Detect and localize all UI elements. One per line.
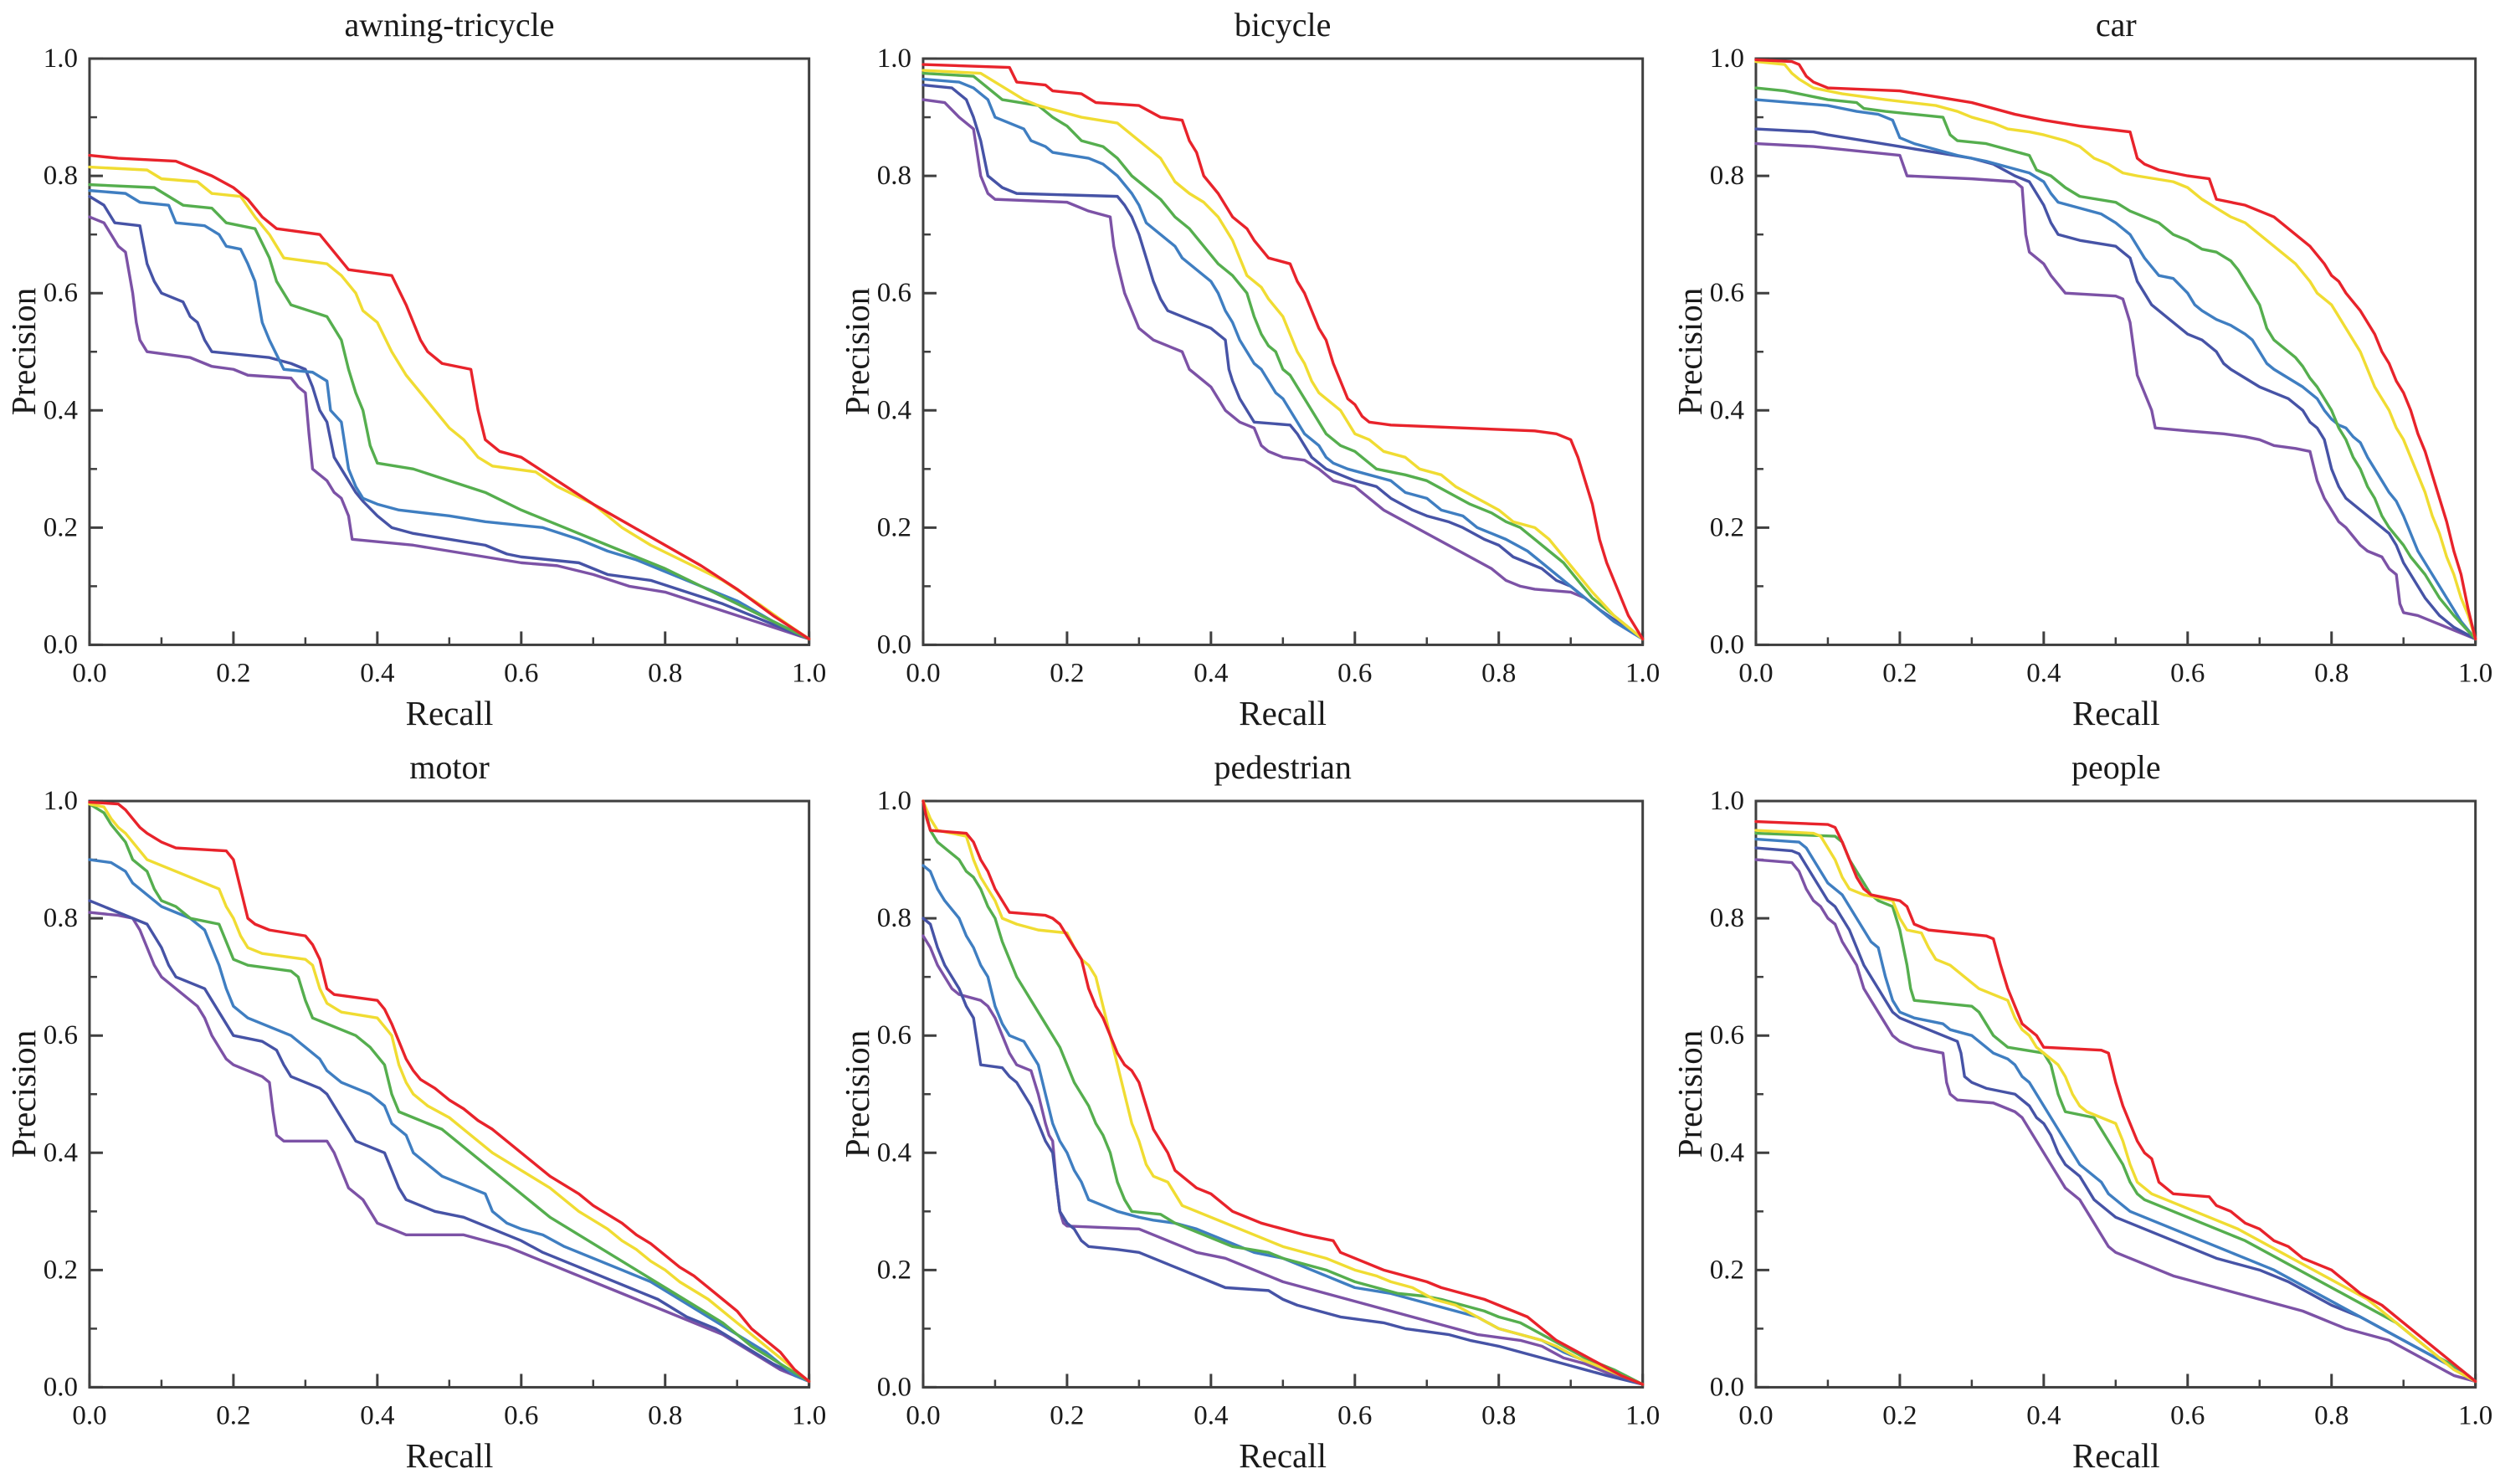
subplot-car: car Precision 0.0 0.2 0.4 0.6 0.8 1.0 0.0 0.2 0.… xyxy=(1666,0,2500,742)
pr-plot: 0.0 0.2 0.4 0.6 0.8 1.0 0.0 0.2 0.4 0.6 0.8 1.0 xyxy=(1710,44,2493,688)
svg-text:0.2: 0.2 xyxy=(876,512,911,542)
svg-text:0.2: 0.2 xyxy=(1050,1400,1084,1430)
svg-text:0.8: 0.8 xyxy=(876,903,911,933)
svg-text:0.4: 0.4 xyxy=(360,1400,394,1430)
svg-text:0.2: 0.2 xyxy=(44,1255,78,1285)
pr-plot: 0.0 0.2 0.4 0.6 0.8 1.0 0.0 0.2 0.4 0.6 0.8 1.0 xyxy=(876,44,1660,688)
svg-text:0.2: 0.2 xyxy=(1710,1255,1744,1285)
svg-text:0.4: 0.4 xyxy=(44,395,78,425)
svg-text:0.2: 0.2 xyxy=(216,658,250,688)
x-axis-label: Recall xyxy=(1239,1435,1327,1475)
svg-text:1.0: 1.0 xyxy=(792,1400,826,1430)
svg-text:0.2: 0.2 xyxy=(1883,1400,1917,1430)
svg-text:1.0: 1.0 xyxy=(1625,1400,1660,1430)
chart-title: awning-tricycle xyxy=(344,6,555,44)
svg-text:0.0: 0.0 xyxy=(72,1400,106,1430)
chart-title: bicycle xyxy=(1234,6,1332,44)
svg-text:0.0: 0.0 xyxy=(1739,1400,1774,1430)
pr-plot: 0.0 0.2 0.4 0.6 0.8 1.0 0.0 0.2 0.4 0.6 0.8 1.0 xyxy=(44,786,827,1430)
svg-text:0.4: 0.4 xyxy=(1710,1137,1744,1168)
svg-text:1.0: 1.0 xyxy=(1710,786,1744,816)
x-axis-label: Recall xyxy=(2071,694,2160,732)
svg-text:0.2: 0.2 xyxy=(1050,658,1084,688)
svg-text:1.0: 1.0 xyxy=(2458,658,2492,688)
svg-text:0.4: 0.4 xyxy=(1194,658,1228,688)
subplot-people: people Precision 0.0 0.2 0.4 0.6 0.8 1.0 0.0 0.… xyxy=(1666,742,2500,1484)
chart-title: people xyxy=(2071,747,2161,786)
x-axis-label: Recall xyxy=(2071,1435,2160,1475)
svg-text:0.8: 0.8 xyxy=(1481,658,1516,688)
svg-text:0.0: 0.0 xyxy=(906,1400,940,1430)
svg-text:0.6: 0.6 xyxy=(504,658,538,688)
subplot-pedestrian: pedestrian Precision 0.0 0.2 0.4 0.6 0.8 1.0 0… xyxy=(834,742,1667,1484)
svg-text:0.4: 0.4 xyxy=(1710,395,1744,425)
chart-title: car xyxy=(2095,6,2137,44)
svg-text:0.6: 0.6 xyxy=(2171,658,2205,688)
chart-title: motor xyxy=(409,747,490,786)
svg-text:0.4: 0.4 xyxy=(876,395,911,425)
svg-text:0.8: 0.8 xyxy=(1481,1400,1516,1430)
svg-text:0.0: 0.0 xyxy=(876,1372,911,1402)
svg-text:0.0: 0.0 xyxy=(72,658,106,688)
svg-text:0.2: 0.2 xyxy=(876,1255,911,1285)
svg-text:0.2: 0.2 xyxy=(1710,512,1744,542)
svg-text:0.6: 0.6 xyxy=(2171,1400,2205,1430)
svg-text:0.4: 0.4 xyxy=(876,1137,911,1168)
svg-text:0.6: 0.6 xyxy=(44,1020,78,1050)
pr-plot: 0.0 0.2 0.4 0.6 0.8 1.0 0.0 0.2 0.4 0.6 0.8 1.0 xyxy=(44,44,827,688)
svg-text:1.0: 1.0 xyxy=(876,786,911,816)
svg-text:1.0: 1.0 xyxy=(1710,44,1744,74)
svg-text:0.0: 0.0 xyxy=(1710,629,1744,660)
svg-text:0.6: 0.6 xyxy=(1710,278,1744,308)
svg-text:0.6: 0.6 xyxy=(876,278,911,308)
svg-text:1.0: 1.0 xyxy=(2458,1400,2492,1430)
svg-text:0.4: 0.4 xyxy=(2027,1400,2061,1430)
svg-text:0.8: 0.8 xyxy=(44,161,78,191)
svg-text:0.8: 0.8 xyxy=(2314,1400,2349,1430)
svg-text:0.8: 0.8 xyxy=(1710,161,1744,191)
svg-text:0.8: 0.8 xyxy=(876,161,911,191)
svg-text:0.6: 0.6 xyxy=(504,1400,538,1430)
svg-text:0.6: 0.6 xyxy=(1337,658,1372,688)
svg-text:1.0: 1.0 xyxy=(44,786,78,816)
x-axis-label: Recall xyxy=(405,694,494,732)
svg-text:0.2: 0.2 xyxy=(44,512,78,542)
svg-text:1.0: 1.0 xyxy=(792,658,826,688)
svg-text:0.4: 0.4 xyxy=(360,658,394,688)
x-axis-label: Recall xyxy=(405,1435,494,1475)
subplot-bicycle: bicycle Precision 0.0 0.2 0.4 0.6 0.8 1.0 0.0 0… xyxy=(834,0,1667,742)
svg-text:0.6: 0.6 xyxy=(876,1020,911,1050)
svg-text:0.8: 0.8 xyxy=(44,903,78,933)
svg-text:0.4: 0.4 xyxy=(2027,658,2061,688)
svg-text:0.0: 0.0 xyxy=(44,629,78,660)
svg-text:1.0: 1.0 xyxy=(1625,658,1660,688)
svg-text:0.8: 0.8 xyxy=(2314,658,2349,688)
svg-text:0.2: 0.2 xyxy=(1883,658,1917,688)
svg-text:0.8: 0.8 xyxy=(648,1400,682,1430)
svg-text:0.6: 0.6 xyxy=(1337,1400,1372,1430)
pr-plot: 0.0 0.2 0.4 0.6 0.8 1.0 0.0 0.2 0.4 0.6 0.8 1.0 xyxy=(1710,786,2493,1430)
subplot-motor: motor Precision 0.0 0.2 0.4 0.6 0.8 1.0 0.0 0.2… xyxy=(0,742,834,1484)
x-axis-label: Recall xyxy=(1239,694,1327,732)
subplot-awning-tricycle: awning-tricycle Precision 0.0 0.2 0.4 0.6 0.… xyxy=(0,0,834,742)
svg-text:0.0: 0.0 xyxy=(906,658,940,688)
svg-text:0.0: 0.0 xyxy=(1710,1372,1744,1402)
svg-text:1.0: 1.0 xyxy=(876,44,911,74)
chart-title: pedestrian xyxy=(1214,747,1352,786)
pr-plot: 0.0 0.2 0.4 0.6 0.8 1.0 0.0 0.2 0.4 0.6 0.8 1.0 xyxy=(876,786,1660,1430)
svg-text:0.8: 0.8 xyxy=(1710,903,1744,933)
svg-text:0.2: 0.2 xyxy=(216,1400,250,1430)
svg-text:0.0: 0.0 xyxy=(1739,658,1774,688)
svg-text:0.8: 0.8 xyxy=(648,658,682,688)
svg-text:0.6: 0.6 xyxy=(44,278,78,308)
svg-text:0.0: 0.0 xyxy=(44,1372,78,1402)
svg-text:0.6: 0.6 xyxy=(1710,1020,1744,1050)
svg-text:0.0: 0.0 xyxy=(876,629,911,660)
svg-text:0.4: 0.4 xyxy=(1194,1400,1228,1430)
svg-text:1.0: 1.0 xyxy=(44,44,78,74)
svg-text:0.4: 0.4 xyxy=(44,1137,78,1168)
